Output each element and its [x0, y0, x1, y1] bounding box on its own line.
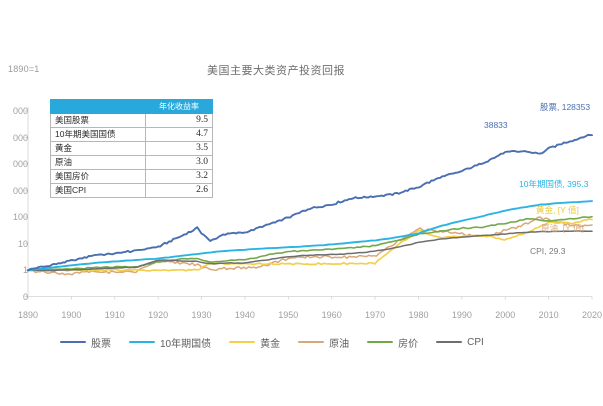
- table-cell-rate: 3.0: [145, 155, 213, 170]
- x-axis-tick-1960: 1960: [321, 310, 342, 320]
- y-axis-tick-0: 0: [22, 291, 28, 302]
- table-cell-asset: 10年期美国国债: [50, 127, 146, 142]
- legend-label: 房价: [398, 338, 419, 350]
- table-cell-rate: 4.7: [145, 127, 213, 142]
- legend-item-房价[interactable]: 房价: [367, 335, 418, 350]
- legend-label: 黄金: [260, 338, 281, 350]
- annotation-cpi-end: CPI, 29.3: [530, 246, 566, 256]
- legend-label: 原油: [329, 338, 350, 350]
- table-row: 10年期美国国债 4.7: [50, 127, 213, 142]
- x-axis-tick-2000: 2000: [495, 310, 516, 320]
- y-axis-tick-100000: 000: [12, 132, 28, 143]
- table-cell-rate: 3.2: [145, 169, 213, 184]
- x-axis-tick-1950: 1950: [278, 310, 299, 320]
- x-axis-tick-1980: 1980: [408, 310, 429, 320]
- series-line-股票: [27, 133, 593, 272]
- annotation-stocks-peak: 38833: [484, 120, 508, 130]
- x-axis-tick-1990: 1990: [451, 310, 472, 320]
- table-cell-asset: 原油: [50, 155, 146, 170]
- y-axis-tick-1000: 000: [12, 185, 28, 196]
- base-year-note: 1890=1: [8, 64, 40, 74]
- y-axis-tick-10: 10: [17, 238, 28, 249]
- legend-swatch-icon: [60, 340, 86, 344]
- table-row: 美国房价 3.2: [50, 169, 213, 184]
- x-axis-tick-1900: 1900: [61, 310, 82, 320]
- annotation-oil-end: 原油, [Y 值]: [541, 223, 584, 233]
- table-cell-rate: 9.5: [145, 113, 213, 128]
- x-axis-tick-1890: 1890: [17, 310, 39, 320]
- table-cell-asset: 美国股票: [50, 113, 146, 128]
- annotation-gold-end: 黄金, [Y 值]: [536, 205, 579, 215]
- table-cell-asset: 黄金: [50, 141, 146, 156]
- x-axis-tick-2010: 2010: [538, 310, 559, 320]
- legend-label: CPI: [467, 336, 484, 348]
- series-line-CPI: [27, 230, 593, 272]
- x-axis-tick-1970: 1970: [365, 310, 386, 320]
- y-axis-tick-1: 1: [22, 265, 28, 275]
- annualized-return-table: 年化收益率 美国股票 9.5 10年期美国国债 4.7 黄金 3.5 原油 3.0 美国房价 3.…: [50, 99, 213, 198]
- y-axis-tick-100: 100: [12, 212, 28, 222]
- legend-item-股票[interactable]: 股票: [60, 335, 111, 350]
- table-row: 原油 3.0: [50, 155, 213, 170]
- legend-swatch-icon: [367, 340, 394, 344]
- x-axis-tick-1930: 1930: [191, 310, 212, 320]
- table-cell-rate: 3.5: [145, 141, 213, 156]
- table-row: 美国股票 9.5: [50, 113, 213, 128]
- legend-item-原油[interactable]: 原油: [298, 335, 349, 350]
- x-axis-tick-1920: 1920: [148, 310, 169, 320]
- legend-swatch-icon: [436, 340, 463, 344]
- series-line-原油: [27, 216, 593, 276]
- legend-item-10年期国债[interactable]: 10年期国债: [129, 335, 211, 350]
- series-line-黄金: [27, 218, 593, 272]
- legend-item-CPI[interactable]: CPI: [436, 337, 484, 348]
- legend-label: 10年期国债: [160, 338, 212, 350]
- y-axis-tick-10000: 000: [12, 159, 28, 169]
- chart-title: 美国主要大类资产投资回报: [207, 65, 345, 77]
- x-axis-tick-2020: 2020: [581, 310, 603, 320]
- table-header-row: 年化收益率: [50, 99, 213, 114]
- series-line-房价: [27, 215, 593, 272]
- legend-label: 股票: [91, 338, 111, 350]
- annotation-stocks-end: 股票, 128353: [540, 102, 591, 112]
- table-row: 黄金 3.5: [50, 141, 213, 156]
- x-axis-tick-1910: 1910: [104, 310, 125, 320]
- legend-item-黄金[interactable]: 黄金: [229, 335, 280, 350]
- table-header-blank: [50, 99, 146, 114]
- annotation-bond-end: 10年期国债, 395.3: [519, 179, 589, 189]
- legend-swatch-icon: [229, 340, 256, 344]
- legend-swatch-icon: [298, 340, 325, 344]
- y-axis-tick-1000000: 000: [12, 106, 28, 116]
- table-row: 美国CPI 2.6: [50, 183, 213, 198]
- chart-legend: 股票 10年期国债 黄金 原油 房价 CPI: [60, 333, 560, 351]
- legend-swatch-icon: [129, 340, 155, 344]
- series-line-10年期国债: [27, 200, 593, 272]
- table-cell-rate: 2.6: [145, 183, 213, 198]
- table-cell-asset: 美国CPI: [50, 183, 146, 198]
- x-axis-tick-1940: 1940: [234, 310, 255, 320]
- table-header-rate: 年化收益率: [145, 99, 213, 114]
- table-cell-asset: 美国房价: [50, 169, 146, 184]
